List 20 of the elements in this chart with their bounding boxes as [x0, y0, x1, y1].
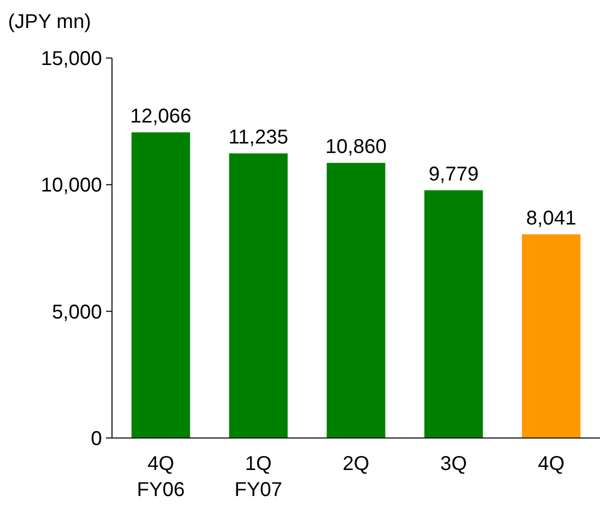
data-label: 9,779: [428, 163, 479, 186]
x-tick-label: 2Q: [342, 453, 370, 475]
y-tick-label: 5,000: [52, 301, 102, 324]
y-tick-label: 10,000: [40, 174, 102, 197]
y-axis-title: (JPY mn): [8, 11, 91, 33]
y-tick-label: 15,000: [40, 48, 102, 70]
data-label: 12,066: [130, 105, 192, 128]
y-tick-label: 0: [90, 428, 102, 450]
bar: [326, 162, 386, 438]
data-label: 10,860: [325, 136, 387, 158]
data-label: 8,041: [526, 207, 576, 230]
data-label: 11,235: [228, 126, 288, 148]
x-tick-label: 4Q: [538, 453, 565, 475]
x-tick-label: 1Q FY07: [234, 453, 282, 501]
x-tick-label: 3Q: [440, 453, 467, 475]
bar: [424, 190, 483, 438]
bar: [132, 132, 190, 438]
bar: [522, 234, 580, 438]
x-tick-label: 4Q FY06: [136, 453, 185, 501]
bar: [229, 153, 288, 438]
